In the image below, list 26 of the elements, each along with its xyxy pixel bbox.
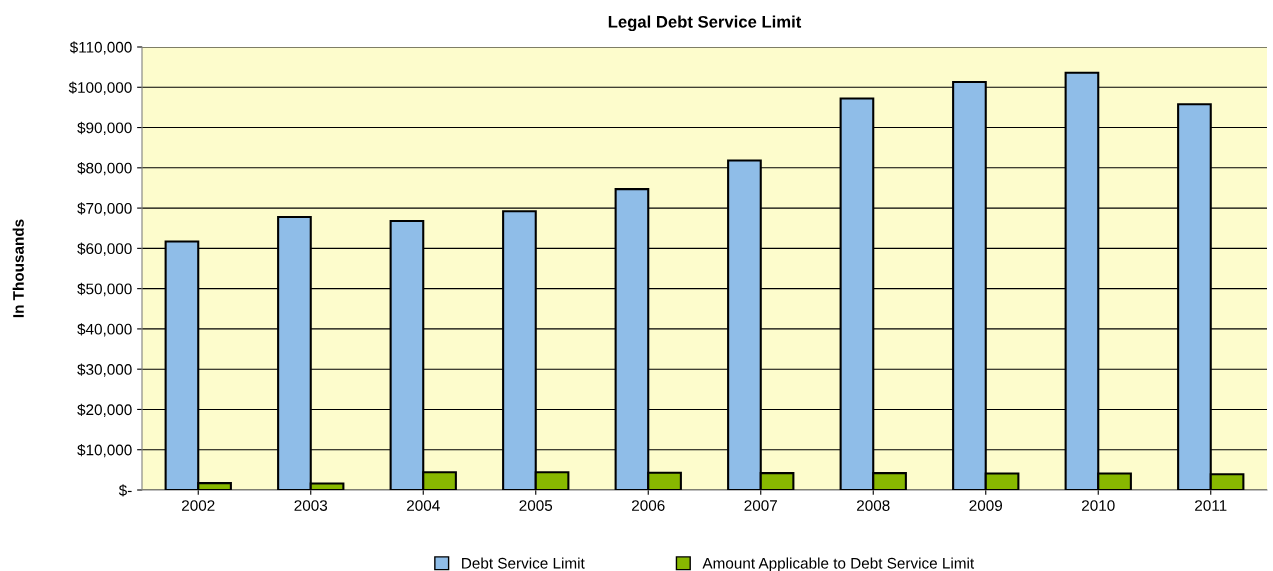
- y-tick-label: $60,000: [77, 242, 132, 256]
- x-tick-label: 2002: [182, 500, 215, 511]
- legend-label: Debt Service Limit: [462, 557, 585, 569]
- x-tick-label: 2007: [744, 500, 777, 511]
- y-tick-label: $10,000: [77, 443, 132, 458]
- y-tick-label: $70,000: [77, 202, 132, 216]
- x-tick-label: 2004: [407, 500, 440, 511]
- x-tick-label: 2003: [294, 500, 328, 511]
- y-tick-label: $20,000: [77, 403, 132, 417]
- x-tick-label: 2010: [1082, 500, 1115, 511]
- y-tick-label: $-: [118, 484, 132, 497]
- y-tick-label: $90,000: [77, 121, 132, 136]
- y-tick-label: $40,000: [77, 323, 132, 337]
- y-tick-label: $30,000: [77, 363, 132, 377]
- y-axis-title: In Thousands: [12, 219, 24, 318]
- y-tick-label: $50,000: [77, 282, 132, 297]
- x-tick-label: 2011: [1195, 500, 1227, 511]
- x-tick-label: 2009: [969, 500, 1003, 511]
- x-tick-label: 2005: [519, 500, 553, 511]
- x-tick-label: 2006: [632, 500, 665, 511]
- chart-title: Legal Debt Service Limit: [608, 15, 802, 32]
- y-tick-label: $100,000: [68, 81, 132, 95]
- legend-label: Amount Applicable to Debt Service Limit: [702, 557, 975, 571]
- x-tick-label: 2008: [857, 500, 890, 511]
- y-tick-label: $110,000: [69, 41, 132, 55]
- y-tick-label: $80,000: [77, 162, 132, 176]
